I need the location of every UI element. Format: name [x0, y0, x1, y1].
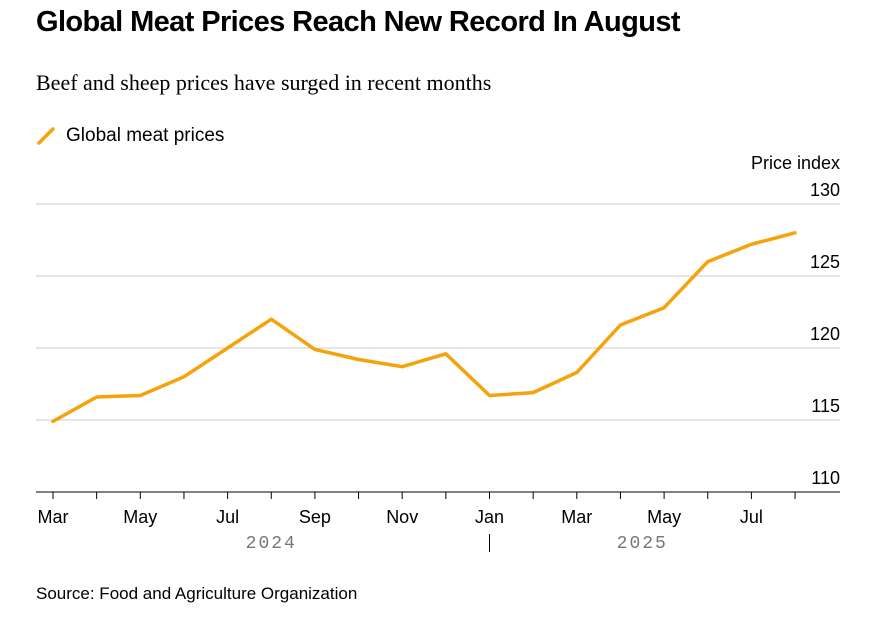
chart-title: Global Meat Prices Reach New Record In A… [36, 6, 681, 38]
y-tick-label: 130 [810, 180, 840, 200]
series-line-global-meat-prices [51, 231, 797, 424]
y-axis: 110 115 120 125 130 [810, 180, 840, 488]
x-tick-label: May [647, 507, 681, 527]
x-axis: Mar May Jul Sep Nov Jan Mar May Jul 2024 2025 [38, 492, 796, 554]
y-tick-label: 125 [810, 252, 840, 272]
x-tick-label: Sep [299, 507, 331, 527]
gridlines [36, 203, 840, 421]
y-axis-title: Price index [751, 153, 840, 173]
y-tick-label: 120 [810, 324, 840, 344]
x-tick-label: May [123, 507, 157, 527]
x-tick-label: Jul [740, 507, 763, 527]
legend: Global meat prices [36, 123, 224, 149]
x-tick-label: Nov [386, 507, 418, 527]
x-tick-label: Jul [216, 507, 239, 527]
x-tick-label: Mar [38, 507, 69, 527]
year-label-2024: 2024 [246, 534, 297, 554]
x-tick-label: Mar [561, 507, 592, 527]
series [51, 231, 797, 424]
source-note: Source: Food and Agriculture Organizatio… [36, 584, 358, 603]
year-label-2025: 2025 [617, 534, 668, 554]
legend-swatch [37, 127, 55, 145]
y-tick-label: 110 [811, 468, 840, 488]
chart-subtitle: Beef and sheep prices have surged in rec… [36, 70, 492, 95]
x-tick-label: Jan [475, 507, 504, 527]
y-tick-label: 115 [811, 396, 840, 416]
legend-label: Global meat prices [66, 125, 225, 146]
